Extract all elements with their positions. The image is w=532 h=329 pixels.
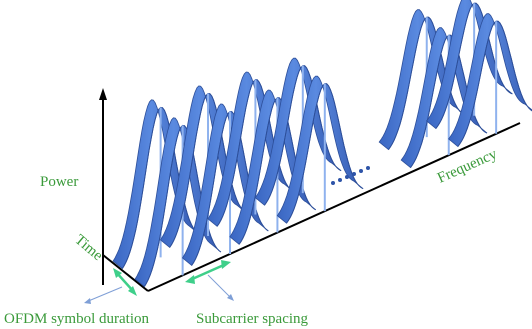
label-pointers xyxy=(84,274,234,304)
symbol-duration-arrow xyxy=(113,268,137,296)
frequency-axis xyxy=(147,122,521,292)
pulse-4-symbol-2 xyxy=(276,75,364,224)
subcarrier-spacing-label: Subcarrier spacing xyxy=(196,311,309,327)
power-axis-arrowhead xyxy=(99,88,107,100)
axes xyxy=(99,88,521,292)
power-label: Power xyxy=(40,174,78,190)
ellipsis-dots xyxy=(331,166,370,185)
frequency-label: Frequency xyxy=(435,146,500,187)
time-label: Time xyxy=(71,232,105,264)
time-axis xyxy=(102,254,149,292)
subcarrier-spacing-arrow xyxy=(185,260,231,284)
subcarrier-pulses xyxy=(112,0,532,288)
symbol-duration-label: OFDM symbol duration xyxy=(4,311,150,327)
pulse-6-symbol-2 xyxy=(448,13,532,148)
